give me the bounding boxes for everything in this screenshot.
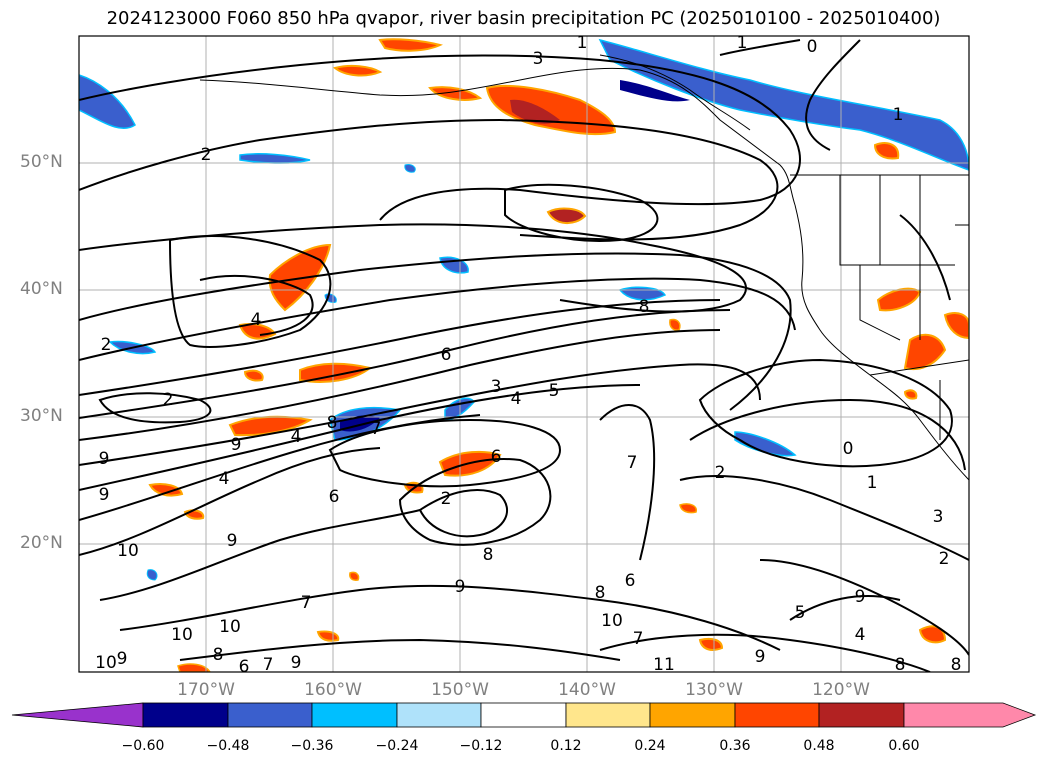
colorbar-segment [311,702,398,728]
colorbar-tick-label: −0.12 [459,738,503,754]
contour-label: 6 [239,657,250,677]
colorbar-segment [565,702,651,728]
contour-label: 8 [483,545,494,565]
colorbar-tick-label: −0.48 [206,738,250,754]
contour-label: 11 [653,655,675,675]
contour-label: 10 [95,653,117,673]
colorbar-segment [142,702,229,728]
contour-label: 3 [533,49,544,69]
contour-label: 4 [291,427,302,447]
contour-label: 0 [843,439,854,459]
contour-label: 5 [795,603,806,623]
colorbar-tick-label: 0.24 [634,738,666,754]
contour-label: 10 [171,625,193,645]
lat-label: 20°N [20,533,63,553]
contour-label: 9 [455,577,466,597]
contour-label: 9 [117,649,128,669]
lon-label: 120°W [812,680,870,700]
qvapor-contours [79,39,969,672]
colorbar-tick-label: 0.60 [888,738,920,754]
map-title: 2024123000 F060 850 hPa qvapor, river ba… [106,8,941,29]
contour-label: 3 [491,377,502,397]
lon-label: 150°W [431,680,489,700]
contour-label: 8 [639,297,650,317]
contour-label: 2 [163,390,174,410]
contour-label: 9 [231,435,242,455]
contour-label: 6 [441,345,452,365]
colorbar [11,702,1037,728]
contour-label: 3 [933,507,944,527]
colorbar-segment [396,702,482,728]
contour-label: 9 [99,449,110,469]
contour-label: 10 [601,611,623,631]
contour-label: 4 [219,469,230,489]
contour-label: 1 [737,33,748,53]
contour-label: 8 [327,413,338,433]
colorbar-tick-label: −0.36 [290,738,334,754]
contour-label: 6 [625,571,636,591]
contour-label: 4 [251,310,262,330]
contour-label: 7 [263,655,274,675]
contour-label: 9 [855,587,866,607]
contour-label: 4 [511,389,522,409]
contour-label: 8 [895,655,906,675]
contour-label: 2 [715,463,726,483]
contour-label: 9 [99,485,110,505]
lon-label: 130°W [685,680,743,700]
colorbar-segment [480,702,567,728]
contour-label: 2 [441,489,452,509]
contour-label: 10 [219,617,241,637]
contour-label: 7 [371,419,382,439]
colorbar-min-extension [11,702,144,728]
contour-label: 8 [595,583,606,603]
contour-label: 9 [291,653,302,673]
coastlines [199,54,969,481]
contour-label: 7 [633,629,644,649]
contour-label: 7 [301,593,312,613]
contour-label: 6 [329,487,340,507]
colorbar-tick-label: −0.60 [121,738,165,754]
contour-label: 1 [893,105,904,125]
contour-label: 2 [201,145,212,165]
contour-labels: 1 1 0 3 2 1 2 4 6 3 4 5 2 4 8 9 8 7 4 6 … [95,33,961,677]
colorbar-tick-label: 0.36 [719,738,751,754]
colorbar-tick-label: 0.48 [803,738,835,754]
lon-label: 160°W [304,680,362,700]
lat-label: 40°N [20,279,63,299]
colorbar-segment [818,702,905,728]
contour-label: 1 [577,33,588,53]
contour-label: 4 [855,625,866,645]
lat-label: 50°N [20,152,63,172]
contour-label: 7 [627,453,638,473]
contour-label: 6 [491,447,502,467]
contour-label: 2 [101,335,112,355]
plot-frame [78,35,970,673]
colorbar-segment [734,702,820,728]
colorbar-tick-label: 0.12 [550,738,582,754]
lat-label: 30°N [20,406,63,426]
contour-label: 9 [227,531,238,551]
contour-label: 5 [549,381,560,401]
lon-label: 170°W [177,680,235,700]
contour-label: 10 [117,541,139,561]
colorbar-segment [227,702,313,728]
contour-label: 0 [807,37,818,57]
contour-label: 8 [213,645,224,665]
contour-label: 1 [867,473,878,493]
contour-label: 9 [755,647,766,667]
colorbar-max-extension [903,702,1037,728]
contour-label: 8 [951,655,962,675]
lon-label: 140°W [558,680,616,700]
contour-label: 2 [939,549,950,569]
colorbar-tick-label: −0.24 [375,738,419,754]
colorbar-segment [649,702,736,728]
